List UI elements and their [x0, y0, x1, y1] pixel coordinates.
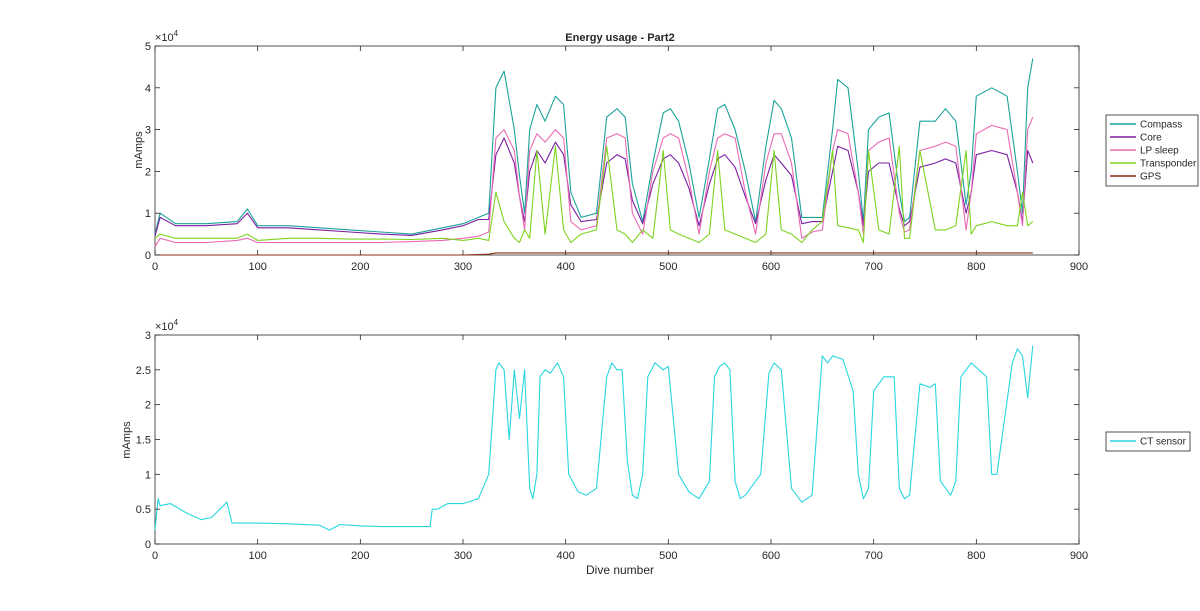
x-tick-label: 200 [351, 261, 369, 273]
ct-sensor-chart: 0 100 200 300 400 500 600 700 800 900 0 0.5 1 1.5 2 2.… [121, 318, 1191, 577]
y-tick-label: 2.5 [136, 365, 151, 377]
y-tick-label: 0 [145, 539, 151, 551]
y-exponent-power: 4 [174, 29, 179, 38]
x-tick-label: 400 [556, 261, 574, 273]
x-tick-label: 900 [1070, 261, 1088, 273]
y-exponent-base: ×10 [155, 321, 174, 333]
legend-label: CT sensor [1140, 437, 1187, 448]
x-tick-label: 700 [864, 261, 882, 273]
y-exponent-label: ×104 [155, 29, 179, 44]
y-exponent-base: ×10 [155, 32, 174, 44]
legend-box [1105, 431, 1191, 452]
x-tick-label: 700 [864, 550, 882, 562]
y-exponent-power: 4 [174, 318, 179, 327]
plot-area [154, 334, 1080, 545]
legend-label: Compass [1140, 120, 1182, 131]
plot-area [154, 45, 1080, 256]
x-tick-label: 600 [762, 261, 780, 273]
x-tick-label: 600 [762, 550, 780, 562]
series-line-ct-sensor [154, 345, 1034, 531]
y-tick-label: 0 [145, 250, 151, 262]
series-line-gps [155, 252, 1033, 256]
x-tick-label: 800 [967, 261, 985, 273]
y-tick-label: 3 [145, 330, 151, 342]
series-line-compass [154, 58, 1034, 235]
legend: CT sensor [1105, 431, 1191, 452]
y-tick-label: 2 [145, 166, 151, 178]
series-group [154, 58, 1034, 256]
y-axis-ticks: 0 1 2 3 4 5 [145, 41, 1079, 262]
y-tick-label: 0.5 [136, 504, 151, 516]
y-axis-label: mAmps [133, 131, 145, 169]
x-tick-label: 300 [454, 550, 472, 562]
legend-label: LP sleep [1140, 146, 1179, 157]
energy-usage-chart: Energy usage - Part2 0 100 200 300 400 500 600… [133, 29, 1199, 273]
x-tick-label: 400 [556, 550, 574, 562]
x-tick-label: 0 [152, 261, 158, 273]
chart-title: Energy usage - Part2 [565, 32, 674, 44]
series-line-lp-sleep [154, 116, 1034, 247]
x-tick-label: 300 [454, 261, 472, 273]
x-tick-label: 0 [152, 550, 158, 562]
y-tick-label: 1 [145, 208, 151, 220]
y-tick-label: 5 [145, 41, 151, 53]
y-axis-ticks: 0 0.5 1 1.5 2 2.5 3 [136, 330, 1079, 551]
y-exponent-label: ×104 [155, 318, 179, 333]
x-axis-ticks: 0 100 200 300 400 500 600 700 800 900 [152, 46, 1088, 273]
legend: Compass Core LP sleep Transponder GPS [1105, 114, 1199, 187]
y-tick-label: 3 [145, 125, 151, 137]
x-axis-label: Dive number [586, 563, 654, 577]
x-tick-label: 500 [659, 261, 677, 273]
y-tick-label: 1.5 [136, 435, 151, 447]
legend-label: Core [1140, 133, 1162, 144]
y-tick-label: 2 [145, 400, 151, 412]
x-axis-ticks: 0 100 200 300 400 500 600 700 800 900 [152, 335, 1088, 562]
series-line-transponder [154, 145, 1034, 244]
x-tick-label: 500 [659, 550, 677, 562]
x-tick-label: 100 [248, 550, 266, 562]
x-tick-label: 900 [1070, 550, 1088, 562]
x-tick-label: 800 [967, 550, 985, 562]
x-tick-label: 200 [351, 550, 369, 562]
y-tick-label: 4 [145, 83, 151, 95]
legend-label: GPS [1140, 172, 1161, 183]
series-group [154, 345, 1034, 531]
y-axis-label: mAmps [121, 421, 133, 459]
y-tick-label: 1 [145, 469, 151, 481]
x-tick-label: 100 [248, 261, 266, 273]
legend-label: Transponder [1140, 159, 1197, 170]
